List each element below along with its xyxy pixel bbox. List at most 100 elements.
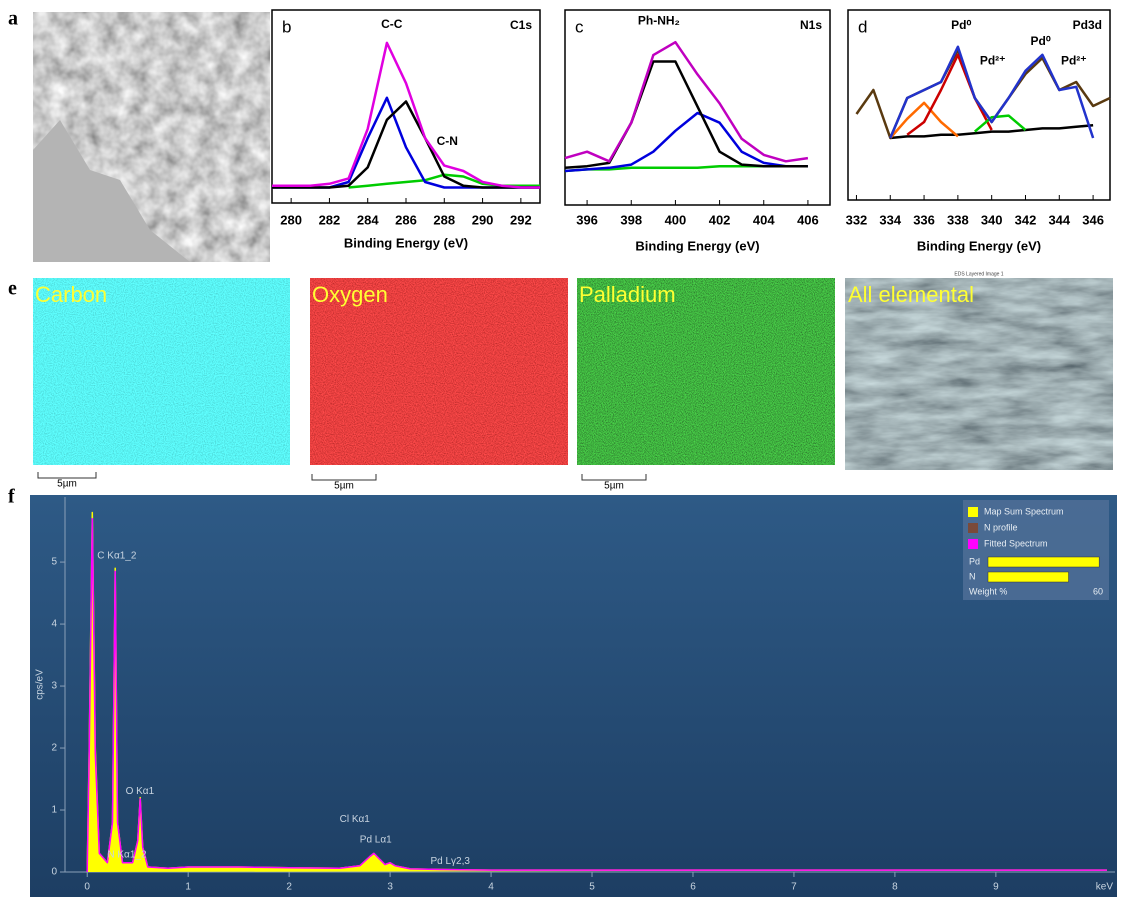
eds-background	[30, 495, 1117, 897]
y-axis-label: cps/eV	[35, 669, 46, 700]
x-tick-label: 346	[1082, 212, 1104, 227]
x-axis-label: keV	[1096, 882, 1114, 893]
map-label: All elemental	[848, 282, 974, 307]
legend-swatch	[968, 507, 978, 517]
inset-category: N	[969, 571, 976, 581]
legend-box	[963, 500, 1109, 600]
x-axis-label: Binding Energy (eV)	[917, 238, 1041, 253]
x-tick-label: 336	[913, 212, 935, 227]
scale-bar	[311, 474, 377, 481]
series-line	[272, 100, 540, 189]
x-tick-label: 342	[1015, 212, 1037, 227]
panel-letter: f	[8, 486, 15, 508]
chart-title: N1s	[800, 18, 822, 32]
x-tick-label: 288	[433, 212, 455, 227]
annotation: Pd Lγ2,3	[430, 856, 470, 867]
x-tick-label: 396	[576, 212, 598, 227]
panel-letter: a	[8, 8, 18, 30]
series-line	[890, 123, 1094, 140]
series-line	[973, 114, 1027, 133]
legend-swatch	[968, 539, 978, 549]
scale-label: 5µm	[334, 481, 354, 492]
legend-swatch	[968, 523, 978, 533]
x-tick-label: 402	[709, 212, 731, 227]
annotation: C-C	[381, 17, 403, 31]
annotation: Pd⁰	[1031, 34, 1051, 48]
inset-bar	[987, 556, 1100, 568]
oxygen-map	[310, 278, 568, 465]
elemental-map	[845, 278, 1113, 470]
x-tick-label: 0	[84, 882, 90, 893]
plot-frame	[271, 9, 541, 204]
x-tick-label: 7	[791, 882, 797, 893]
x-tick-label: 5	[589, 882, 595, 893]
scale-label: 5µm	[57, 479, 77, 490]
map-label: Oxygen	[312, 282, 388, 307]
annotation: Cl Kα1	[340, 814, 371, 825]
x-tick-label: 398	[620, 212, 642, 227]
x-tick-label: 404	[753, 212, 775, 227]
panel-letter: c	[575, 17, 584, 36]
series-line	[564, 111, 808, 173]
series-line	[889, 45, 1095, 139]
legend-label: Map Sum Spectrum	[984, 506, 1064, 516]
series-line	[564, 60, 808, 170]
map-label: Palladium	[579, 282, 676, 307]
annotation: Pd²⁺	[980, 53, 1006, 67]
scale-bar	[37, 472, 97, 479]
x-tick-label: 2	[286, 882, 292, 893]
y-tick-label: 3	[51, 681, 57, 692]
x-tick-label: 286	[395, 212, 417, 227]
x-tick-label: 282	[319, 212, 341, 227]
annotation: C-N	[437, 134, 458, 148]
y-tick-label: 2	[51, 743, 57, 754]
y-tick-label: 1	[51, 805, 57, 816]
annotation: Pd Lα1	[360, 834, 392, 845]
annotation: Pd⁰	[951, 18, 971, 32]
x-tick-label: 400	[665, 212, 687, 227]
inset-bar	[987, 571, 1069, 583]
annotation: Pd²⁺	[1061, 53, 1087, 67]
panel-letter: e	[8, 278, 17, 300]
series-line	[889, 101, 959, 139]
tem-background	[33, 120, 190, 262]
annotation: O Kα1	[126, 786, 155, 797]
x-tick-label: 284	[357, 212, 379, 227]
x-tick-label: 280	[280, 212, 302, 227]
legend-label: N profile	[984, 522, 1018, 532]
x-tick-label: 292	[510, 212, 532, 227]
x-tick-label: 8	[892, 882, 898, 893]
inset-axis-label: Weight %	[969, 586, 1007, 596]
legend-label: Fitted Spectrum	[984, 538, 1048, 548]
x-tick-label: 1	[185, 882, 191, 893]
x-tick-label: 340	[981, 212, 1003, 227]
scale-bar	[581, 474, 647, 481]
inset-category: Pd	[969, 556, 980, 566]
x-tick-label: 406	[797, 212, 819, 227]
x-tick-label: 338	[947, 212, 969, 227]
annotation: Ph-NH₂	[638, 13, 680, 27]
x-axis-label: Binding Energy (eV)	[344, 235, 468, 250]
chart-title: C1s	[510, 18, 532, 32]
series-line	[564, 40, 809, 163]
map-title: EDS Layered Image 1	[954, 271, 1003, 277]
x-tick-label: 290	[472, 212, 494, 227]
x-axis-label: Binding Energy (eV)	[635, 238, 759, 253]
series-line	[86, 517, 1107, 873]
chart-title: Pd3d	[1073, 18, 1102, 32]
x-tick-label: 6	[690, 882, 696, 893]
x-tick-label: 334	[879, 212, 901, 227]
x-tick-label: 9	[993, 882, 999, 893]
x-tick-label: 332	[846, 212, 868, 227]
y-tick-label: 5	[51, 557, 57, 568]
x-tick-label: 3	[387, 882, 393, 893]
map-label: Carbon	[35, 282, 107, 307]
annotation: N Kα1_2	[107, 849, 147, 860]
panel-letter: d	[858, 17, 867, 36]
y-tick-label: 4	[51, 619, 57, 630]
inset-tick-label: 60	[1093, 586, 1103, 596]
panel-letter: b	[282, 17, 291, 36]
y-tick-label: 0	[51, 867, 57, 878]
x-tick-label: 4	[488, 882, 494, 893]
